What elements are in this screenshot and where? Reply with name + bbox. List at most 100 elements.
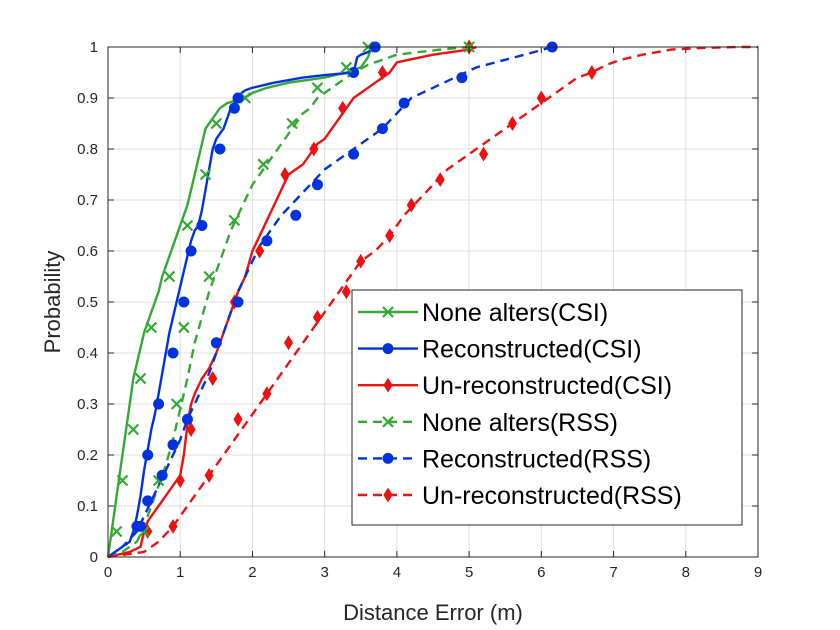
x-tick-label: 7 xyxy=(609,564,617,581)
series-marker-4 xyxy=(156,469,168,481)
legend-marker-3 xyxy=(382,416,394,428)
series-marker-4 xyxy=(167,439,179,451)
x-tick-label: 5 xyxy=(465,564,473,581)
legend-label-2: Un-reconstructed(CSI) xyxy=(422,372,672,400)
series-marker-0 xyxy=(181,219,194,232)
series-marker-0 xyxy=(199,168,212,181)
y-axis-label: Probability xyxy=(40,251,65,354)
y-tick-label: 1 xyxy=(90,39,98,56)
series-marker-3 xyxy=(203,270,215,283)
series-marker-4 xyxy=(210,337,222,349)
series-marker-3 xyxy=(311,82,324,94)
y-tick-label: 0.5 xyxy=(77,294,98,311)
y-tick-label: 0.2 xyxy=(77,447,98,464)
y-tick-label: 0.9 xyxy=(77,90,98,107)
y-tick-label: 0.4 xyxy=(77,345,98,362)
series-marker-1 xyxy=(153,398,165,410)
series-marker-3 xyxy=(286,117,298,130)
legend-marker-0 xyxy=(382,306,394,318)
series-marker-5 xyxy=(507,116,518,131)
series-marker-4 xyxy=(181,413,193,425)
legend-label-0: None alters(CSI) xyxy=(422,299,608,327)
series-marker-5 xyxy=(341,284,351,300)
x-tick-label: 4 xyxy=(393,564,401,581)
series-marker-2 xyxy=(175,473,185,488)
legend-label-3: None alters(RSS) xyxy=(422,409,618,437)
series-marker-5 xyxy=(312,309,323,325)
series-marker-4 xyxy=(232,296,244,308)
y-tick-label: 0.8 xyxy=(77,141,98,158)
series-marker-1 xyxy=(232,92,244,104)
series-marker-3 xyxy=(257,158,270,171)
series-marker-4 xyxy=(348,148,360,160)
series-marker-2 xyxy=(186,422,196,437)
series-marker-5 xyxy=(233,411,243,427)
series-marker-3 xyxy=(340,61,353,74)
series-marker-5 xyxy=(262,386,272,402)
legend-label-4: Reconstructed(RSS) xyxy=(422,445,651,473)
series-marker-0 xyxy=(134,372,147,385)
series-marker-2 xyxy=(338,100,348,116)
x-tick-label: 8 xyxy=(682,564,690,581)
series-marker-4 xyxy=(376,123,388,135)
series-marker-5 xyxy=(356,253,366,269)
x-tick-label: 6 xyxy=(537,564,545,581)
series-marker-5 xyxy=(406,197,416,213)
series-markers xyxy=(110,39,597,539)
series-marker-4 xyxy=(311,179,323,191)
axis-ticks: 0 1 2 3 4 5 6 7 8 9 0 0.1 0.2 0.3 0.4 0.5 0.6 0.7 0.8 0.9 1 xyxy=(77,39,762,581)
series-marker-2 xyxy=(280,167,290,182)
series-marker-4 xyxy=(142,495,154,507)
series-marker-5 xyxy=(385,228,395,244)
legend-label-1: Reconstructed(CSI) xyxy=(422,336,642,364)
x-axis-label: Distance Error (m) xyxy=(343,600,523,625)
y-tick-label: 0.1 xyxy=(77,498,98,515)
series-marker-1 xyxy=(214,143,226,155)
legend-marker-4 xyxy=(382,452,394,464)
x-tick-label: 1 xyxy=(176,564,184,581)
series-marker-0 xyxy=(116,474,129,487)
series-marker-1 xyxy=(228,102,240,114)
series-marker-0 xyxy=(110,525,123,538)
y-tick-label: 0.3 xyxy=(77,396,98,413)
series-marker-4 xyxy=(261,235,273,247)
series-marker-5 xyxy=(478,146,489,162)
series-marker-1 xyxy=(348,67,360,78)
series-marker-4 xyxy=(398,97,410,109)
series-marker-1 xyxy=(196,220,208,231)
y-tick-label: 0.6 xyxy=(77,243,98,260)
series-marker-4 xyxy=(135,520,146,532)
x-tick-label: 2 xyxy=(248,564,256,581)
legend-marker-2 xyxy=(383,377,393,393)
series-line-2 xyxy=(107,45,477,559)
legend-label-5: Un-reconstructed(RSS) xyxy=(422,482,682,510)
series-marker-3 xyxy=(228,214,241,227)
series-marker-5 xyxy=(536,90,546,106)
series-marker-4 xyxy=(456,72,468,84)
x-tick-label: 9 xyxy=(754,564,762,581)
series-marker-3 xyxy=(170,398,183,410)
x-tick-label: 0 xyxy=(104,564,112,581)
series-marker-5 xyxy=(435,172,445,188)
series-marker-2 xyxy=(309,141,319,157)
series-marker-2 xyxy=(255,243,265,259)
series-marker-0 xyxy=(210,117,223,130)
series-marker-3 xyxy=(178,321,190,334)
series-marker-4 xyxy=(290,209,302,221)
y-tick-label: 0.7 xyxy=(77,192,98,209)
series-marker-2 xyxy=(377,65,388,80)
series-line-5 xyxy=(107,45,758,559)
series-marker-2 xyxy=(208,371,218,386)
x-tick-label: 3 xyxy=(320,564,328,581)
legend-box xyxy=(351,289,743,526)
series-marker-5 xyxy=(168,518,178,534)
legend-marker-1 xyxy=(382,343,394,355)
legend: None alters(CSI) Reconstructed(CSI) Un-rec… xyxy=(351,289,743,526)
series-marker-0 xyxy=(127,423,140,436)
series-marker-5 xyxy=(283,335,294,351)
series-line-4 xyxy=(107,45,553,558)
y-tick-label: 0 xyxy=(90,549,98,566)
series-marker-1 xyxy=(178,296,190,308)
series-marker-1 xyxy=(142,449,154,461)
